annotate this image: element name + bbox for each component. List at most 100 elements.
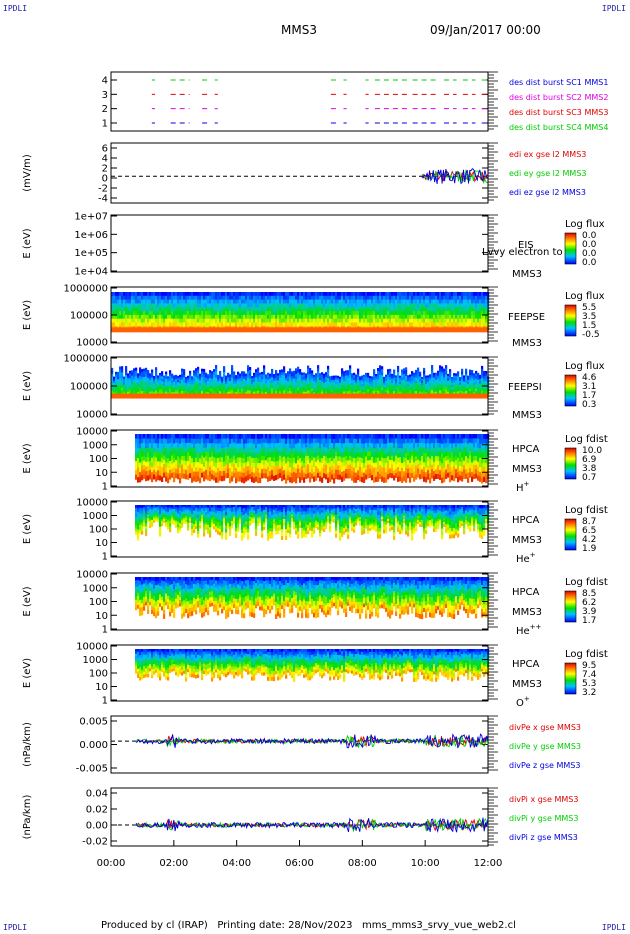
spectrogram-cell xyxy=(227,382,230,386)
spectrogram-cell xyxy=(289,477,292,483)
spectrogram-cell xyxy=(247,314,250,320)
spectrogram-cell xyxy=(323,455,326,461)
spectrogram-cell xyxy=(193,383,196,387)
spectrogram-cell xyxy=(265,464,268,470)
spectrogram-cell xyxy=(233,318,236,324)
spectrogram-cell xyxy=(279,307,282,312)
spectrogram-cell xyxy=(179,438,182,445)
spectrogram-cell xyxy=(481,368,484,373)
spectrogram-cell xyxy=(237,295,240,301)
spectrogram-cell xyxy=(267,434,270,440)
spectrogram-cell xyxy=(429,381,432,384)
spectrogram-cell xyxy=(251,322,254,327)
spectrogram-cell xyxy=(321,384,324,388)
spectrogram-cell xyxy=(329,322,332,327)
spectrogram-cell xyxy=(177,434,180,440)
spectrogram-cell xyxy=(439,292,442,297)
spectrogram-cell xyxy=(421,388,424,392)
spectrogram-cell xyxy=(275,383,278,387)
spectrogram-cell xyxy=(275,307,278,312)
spectrogram-cell xyxy=(147,447,150,453)
spectrogram-cell xyxy=(325,379,328,383)
spectrogram-cell xyxy=(165,434,168,440)
spectrogram-cell xyxy=(361,311,364,316)
spectrogram-cell xyxy=(243,303,246,308)
spectrogram-cell xyxy=(165,303,168,308)
spectrogram-cell xyxy=(213,457,216,463)
spectrogram-cell xyxy=(179,314,182,320)
spectrogram-cell xyxy=(209,388,212,392)
spectrogram-cell xyxy=(293,299,296,304)
spectrogram-cell xyxy=(313,307,316,312)
spectrogram-cell xyxy=(223,369,226,373)
spectrogram-cell xyxy=(255,434,258,440)
spectrogram-cell xyxy=(265,389,268,393)
spectrogram-cell xyxy=(417,384,420,389)
spectrogram-cell xyxy=(183,388,186,392)
spectrogram-cell xyxy=(223,475,226,481)
spectrogram-cell xyxy=(227,311,230,316)
spectrogram-cell xyxy=(287,311,290,316)
spectrogram-cell xyxy=(313,471,316,478)
spectrogram-cell xyxy=(209,303,212,308)
spectrogram-cell xyxy=(207,392,210,395)
spectrogram-cell xyxy=(277,451,280,457)
spectrogram-cell xyxy=(465,368,468,373)
spectrogram-cell xyxy=(391,373,394,377)
spectrogram-cell xyxy=(479,374,482,378)
spectrogram-cell xyxy=(341,376,344,381)
spectrogram-cell xyxy=(459,311,462,316)
spectrogram-cell xyxy=(271,368,274,373)
spectrogram-cell xyxy=(113,388,116,392)
spectrogram-cell xyxy=(253,307,256,312)
spectrogram-cell xyxy=(361,314,364,320)
spectrogram-cell xyxy=(273,292,276,297)
spectrogram-cell xyxy=(243,443,246,450)
spectrogram-cell xyxy=(165,443,168,449)
spectrogram-cell xyxy=(273,389,276,393)
spectrogram-cell xyxy=(149,382,152,386)
spectrogram-cell xyxy=(381,314,384,320)
spectrogram-cell xyxy=(459,322,462,327)
spectrogram-cell xyxy=(231,295,234,301)
spectrogram-cell xyxy=(439,314,442,320)
spectrogram-cell xyxy=(211,388,214,392)
spectrogram-cell xyxy=(147,385,150,390)
spectrogram-cell xyxy=(255,391,258,395)
spectrogram-cell xyxy=(285,478,288,484)
spectrogram-cell xyxy=(355,387,358,391)
spectrogram-cell xyxy=(273,322,276,327)
spectrogram-cell xyxy=(417,367,420,372)
spectrogram-cell xyxy=(255,311,258,316)
spectrogram-cell xyxy=(401,385,404,389)
spectrogram-cell xyxy=(479,292,482,297)
spectrogram-cell xyxy=(289,448,292,454)
spectrogram-cell xyxy=(279,434,282,439)
spectrogram-cell xyxy=(405,381,408,386)
spectrogram-cell xyxy=(239,471,242,477)
spectrogram-cell xyxy=(465,390,468,395)
spectrogram-cell xyxy=(187,384,190,387)
spectrogram-cell xyxy=(435,377,438,381)
spectrogram-cell xyxy=(137,382,140,386)
spectrogram-cell xyxy=(247,475,250,481)
spectrogram-cell xyxy=(279,380,282,384)
spectrogram-cell xyxy=(353,391,356,395)
spectrogram-cell xyxy=(265,322,268,327)
spectrogram-cell xyxy=(469,374,472,379)
spectrogram-cell xyxy=(127,378,130,381)
spectrogram-cell xyxy=(189,434,192,439)
spectrogram-cell xyxy=(445,299,448,304)
spectrogram-cell xyxy=(297,381,300,386)
spectrogram-cell xyxy=(211,314,214,320)
spectrogram-cell xyxy=(135,387,138,392)
spectrogram-cell xyxy=(383,380,386,384)
spectrogram-cell xyxy=(389,388,392,392)
spectrogram-cell xyxy=(225,314,228,320)
y-tick-label: 3 xyxy=(102,90,108,101)
spectrogram-cell xyxy=(231,462,234,468)
spectrogram-cell xyxy=(423,387,426,392)
spectrogram-cell xyxy=(289,472,292,478)
spectrogram-cell xyxy=(127,299,130,304)
spectrogram-cell xyxy=(119,378,122,383)
